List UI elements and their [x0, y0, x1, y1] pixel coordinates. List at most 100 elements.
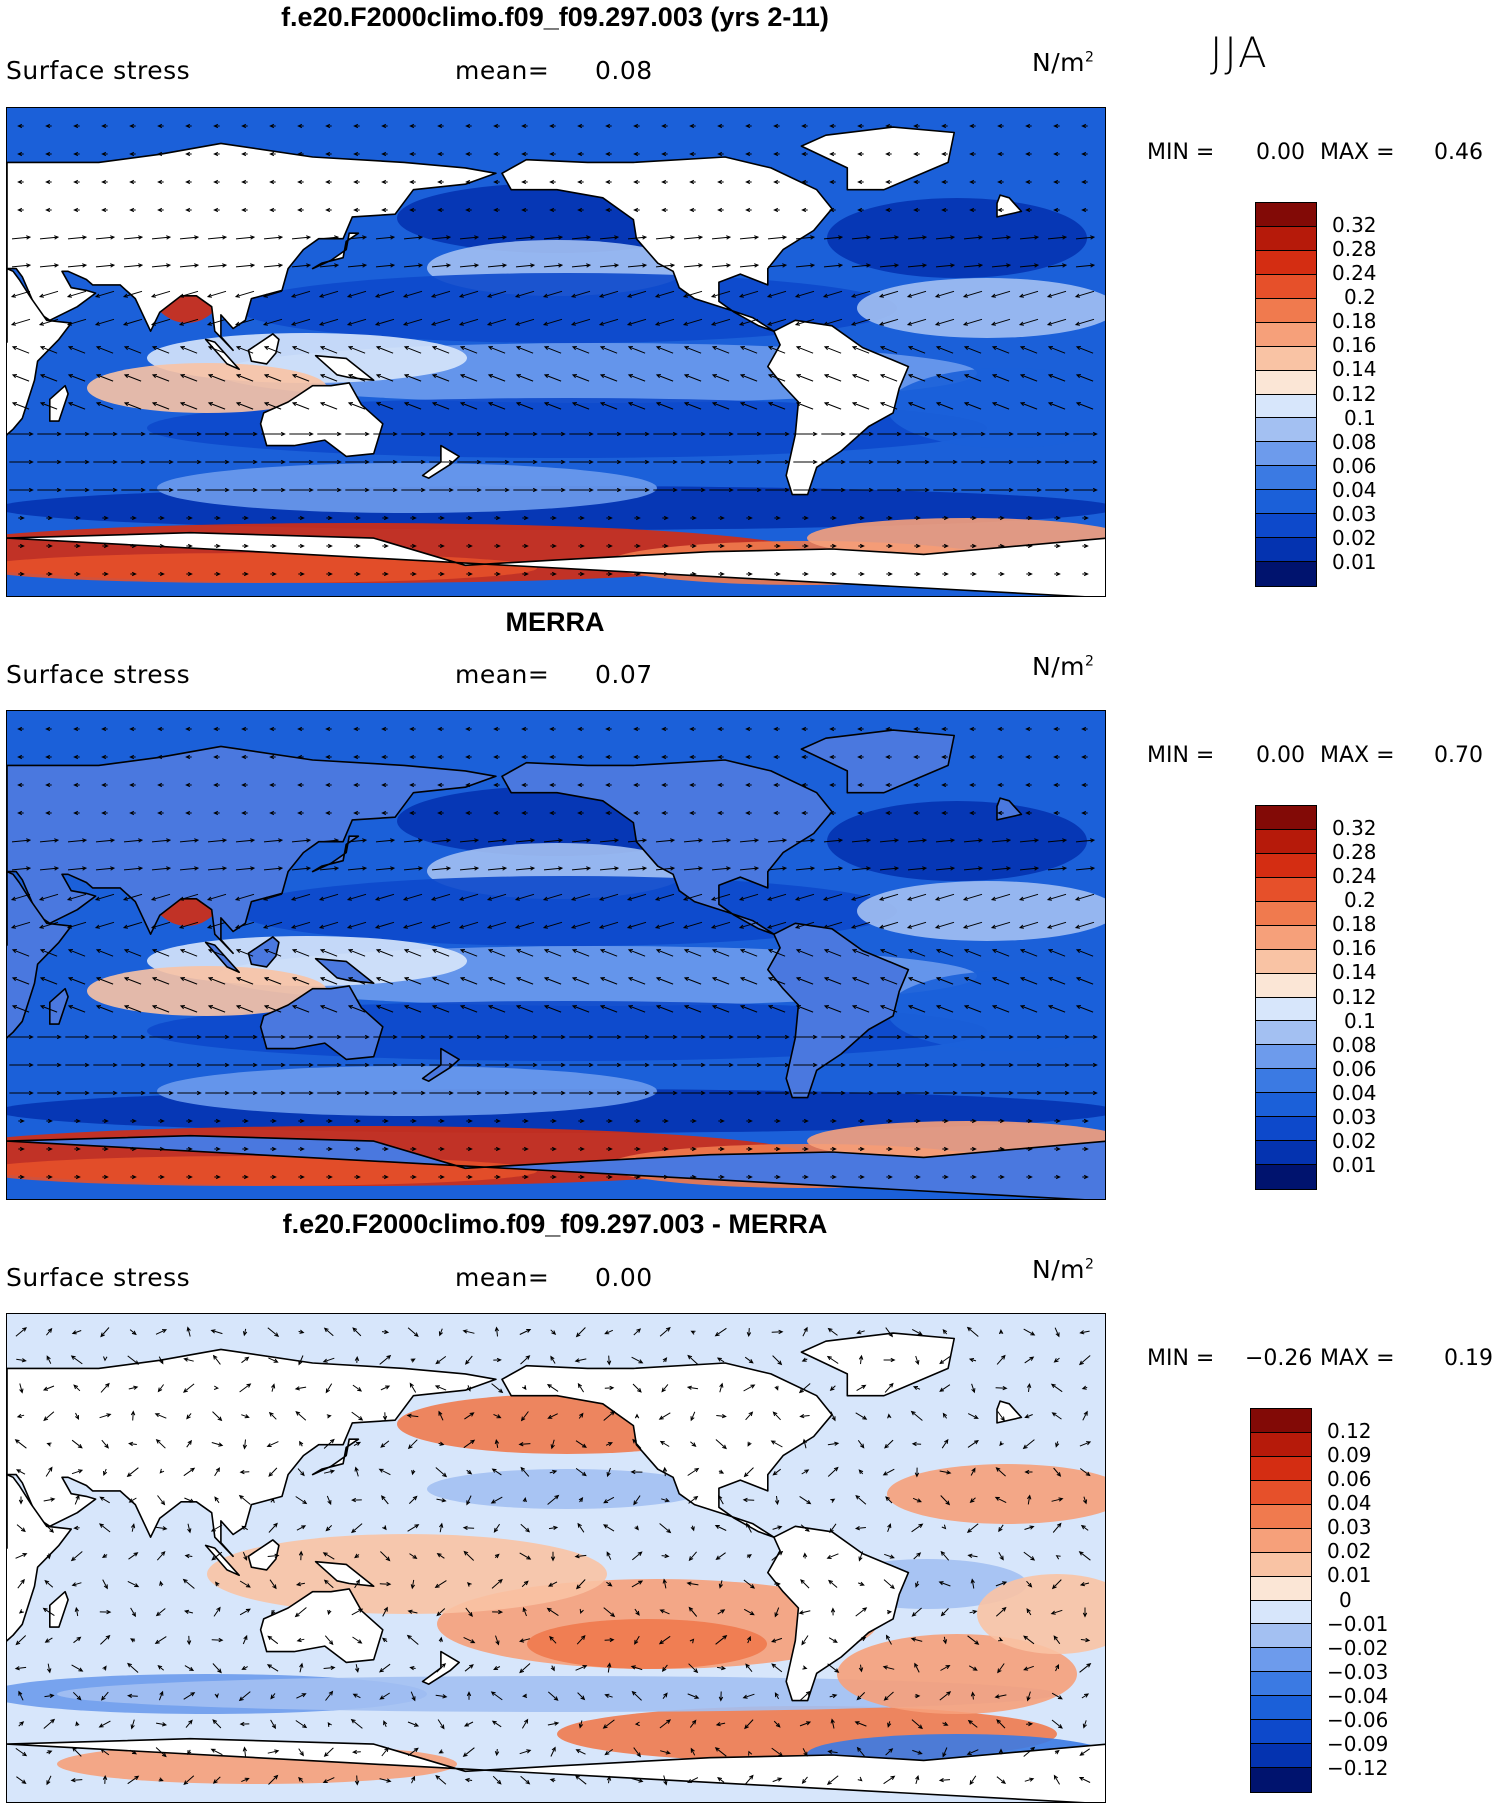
wind-vector-arrow: [855, 1607, 868, 1617]
wind-vector-arrow: [1026, 1691, 1031, 1702]
wind-vector-arrow: [298, 1174, 305, 1180]
coastline-africa: [7, 267, 72, 436]
colorbar-bin: [1251, 1504, 1311, 1529]
wind-vector-arrow: [375, 346, 394, 354]
wind-vector-arrow: [1022, 1439, 1035, 1450]
wind-vector-arrow: [521, 1718, 529, 1729]
wind-vector-arrow: [1075, 838, 1096, 843]
wind-vector-arrow: [967, 1635, 980, 1645]
wind-vector-arrow: [689, 810, 696, 816]
wind-vector-arrow: [493, 1413, 502, 1419]
wind-vector-arrow: [625, 1062, 650, 1068]
wind-vector-arrow: [130, 1146, 137, 1152]
colorbar-bin: [1256, 394, 1316, 419]
wind-vector-arrow: [431, 866, 452, 871]
wind-vector-arrow: [571, 374, 590, 382]
wind-vector-arrow: [686, 1581, 699, 1586]
wind-vector-arrow: [15, 1635, 27, 1646]
wind-vector-arrow: [935, 374, 954, 382]
wind-vector-arrow: [746, 1328, 752, 1338]
wind-vector-arrow: [345, 431, 370, 437]
wind-vector-arrow: [714, 1525, 727, 1531]
wind-vector-arrow: [877, 487, 902, 493]
wind-vector-arrow: [299, 1662, 304, 1673]
wind-vector-arrow: [627, 838, 648, 843]
wind-vector-arrow: [522, 1693, 528, 1698]
wind-vector-arrow: [65, 431, 90, 437]
wind-vector-arrow: [549, 754, 556, 760]
wind-vector-arrow: [577, 207, 584, 213]
wind-vector-arrow: [9, 1062, 34, 1068]
wind-vector-arrow: [270, 515, 277, 521]
wind-vector-arrow: [213, 179, 220, 185]
wind-vector-arrow: [998, 1637, 1004, 1642]
wind-vector-arrow: [18, 571, 25, 577]
wind-vector-arrow: [101, 207, 108, 213]
wind-vector-arrow: [659, 1523, 672, 1534]
wind-vector-arrow: [802, 1552, 808, 1559]
wind-vector-arrow: [745, 726, 752, 732]
wind-vector-arrow: [793, 1062, 818, 1068]
wind-vector-arrow: [858, 1581, 865, 1586]
wind-vector-arrow: [326, 543, 333, 549]
wind-vector-arrow: [326, 1146, 333, 1152]
wind-vector-arrow: [851, 1005, 870, 1013]
wind-vector-arrow: [604, 1329, 614, 1335]
wind-vector-arrow: [801, 179, 808, 185]
wind-vector-arrow: [634, 543, 641, 549]
wind-vector-arrow: [941, 754, 948, 760]
wind-vector-arrow: [627, 346, 646, 354]
wind-vector-arrow: [630, 1469, 643, 1475]
wind-vector-arrow: [1023, 1328, 1036, 1336]
wind-vector-arrow: [546, 1607, 559, 1617]
wind-vector-arrow: [459, 346, 478, 354]
wind-vector-arrow: [485, 431, 510, 437]
wind-vector-arrow: [409, 1553, 418, 1560]
wind-vector-arrow: [625, 431, 650, 437]
wind-vector-arrow: [849, 487, 874, 493]
wind-vector-arrow: [687, 1354, 699, 1365]
wind-vector-arrow: [1075, 1005, 1094, 1013]
wind-vector-arrow: [605, 754, 612, 760]
wind-vector-arrow: [130, 1719, 135, 1730]
wind-vector-arrow: [457, 459, 482, 465]
season-label: JJA: [1210, 28, 1269, 77]
wind-vector-arrow: [801, 1469, 810, 1475]
wind-vector-arrow: [290, 290, 311, 298]
wind-vector-arrow: [93, 1062, 118, 1068]
wind-vector-arrow: [878, 290, 899, 298]
wind-vector-arrow: [914, 571, 921, 577]
wind-vector-arrow: [407, 1524, 420, 1532]
wind-vector-arrow: [263, 235, 284, 240]
wind-vector-arrow: [830, 1718, 835, 1729]
wind-vector-arrow: [297, 151, 304, 157]
wind-vector-arrow: [151, 866, 172, 871]
wind-vector-arrow: [938, 1777, 951, 1783]
wind-vector-arrow: [325, 179, 332, 185]
wind-vector-arrow: [515, 866, 536, 871]
colorbar-tick-label: 0.04: [1332, 477, 1377, 502]
wind-vector-arrow: [970, 1578, 975, 1589]
wind-vector-arrow: [914, 543, 921, 549]
wind-vector-arrow: [65, 1034, 90, 1040]
wind-vector-arrow: [178, 318, 199, 326]
wind-vector-arrow: [605, 151, 612, 157]
wind-vector-arrow: [823, 346, 842, 354]
wind-vector-arrow: [1079, 1582, 1090, 1587]
wind-vector-arrow: [464, 1412, 475, 1420]
wind-vector-arrow: [10, 290, 31, 298]
wind-vector-arrow: [186, 1174, 193, 1180]
wind-vector-arrow: [766, 318, 787, 326]
wind-vector-arrow: [599, 374, 618, 382]
wind-vector-arrow: [128, 1441, 137, 1447]
colorbar-bin: [1251, 1456, 1311, 1481]
wind-vector-arrow: [884, 1553, 895, 1559]
wind-vector-arrow: [739, 949, 758, 957]
wind-vector-arrow: [100, 1634, 111, 1645]
wind-vector-arrow: [18, 1609, 24, 1614]
wind-vector-arrow: [297, 207, 304, 213]
wind-vector-arrow: [409, 179, 416, 185]
wind-vector-arrow: [11, 235, 32, 240]
wind-vector-arrow: [745, 1663, 753, 1673]
wind-vector-arrow: [493, 1523, 501, 1533]
